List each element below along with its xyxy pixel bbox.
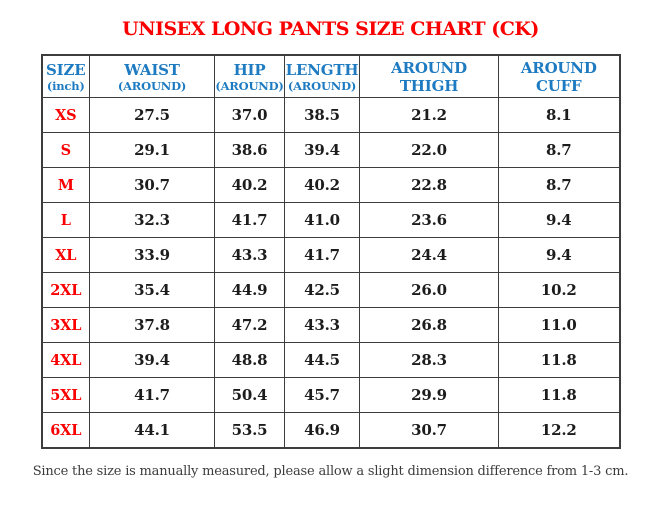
table-row: 4XL 39.4 48.8 44.5 28.3 11.8: [41, 342, 620, 378]
measurement-cell: 39.4: [89, 342, 215, 378]
measurement-cell: 41.7: [214, 202, 285, 238]
measurement-cell: 53.5: [214, 412, 285, 449]
measurement-cell: 32.3: [89, 202, 215, 238]
column-header-subtext: (inch): [46, 78, 85, 93]
column-header-around-cuff: AROUND CUFF: [498, 54, 620, 98]
measurement-cell: 50.4: [214, 377, 285, 413]
measurement-cell: 10.2: [498, 272, 620, 308]
measurement-cell: 43.3: [284, 307, 360, 343]
measurement-cell: 41.7: [89, 377, 215, 413]
measurement-cell: 22.8: [359, 167, 499, 203]
column-header-around-thigh: AROUND THIGH: [359, 54, 499, 98]
column-header-label: CUFF: [535, 76, 582, 95]
column-header-size: SIZE (inch): [41, 54, 90, 98]
measurement-cell: 44.1: [89, 412, 215, 449]
table-row: L 32.3 41.7 41.0 23.6 9.4: [41, 202, 620, 238]
measurement-cell: 37.8: [89, 307, 215, 343]
column-header-subtext: (AROUND): [215, 78, 284, 93]
size-label-cell: 6XL: [41, 412, 90, 449]
table-row: 2XL 35.4 44.9 42.5 26.0 10.2: [41, 272, 620, 308]
column-header-subtext: (AROUND): [117, 78, 187, 93]
measurement-cell: 12.2: [498, 412, 620, 449]
column-header-label: LENGTH: [285, 60, 359, 79]
measurement-cell: 9.4: [498, 202, 620, 238]
measurement-cell: 46.9: [284, 412, 360, 449]
measurement-cell: 8.1: [498, 97, 620, 133]
measurement-cell: 9.4: [498, 237, 620, 273]
measurement-cell: 39.4: [284, 132, 360, 168]
size-label-cell: M: [41, 167, 90, 203]
page-title: UNISEX LONG PANTS SIZE CHART (CK): [122, 18, 539, 40]
measurement-cell: 47.2: [214, 307, 285, 343]
column-header-hip: HIP (AROUND): [214, 54, 285, 98]
column-header-subtext: (AROUND): [287, 78, 357, 93]
header-row: SIZE (inch) WAIST (AROUND) HIP (AROUND) …: [41, 54, 620, 98]
measurement-cell: 41.7: [284, 237, 360, 273]
column-header-waist: WAIST (AROUND): [89, 54, 215, 98]
measurement-cell: 26.8: [359, 307, 499, 343]
size-chart-table: SIZE (inch) WAIST (AROUND) HIP (AROUND) …: [40, 54, 621, 449]
size-label-cell: 5XL: [41, 377, 90, 413]
table-body: XS 27.5 37.0 38.5 21.2 8.1 S 29.1 38.6 39.4 22.0 8.…: [41, 97, 620, 449]
measurement-cell: 11.8: [498, 342, 620, 378]
size-label-cell: S: [41, 132, 90, 168]
measurement-cell: 8.7: [498, 132, 620, 168]
column-header-label: SIZE: [46, 60, 86, 79]
measurement-cell: 26.0: [359, 272, 499, 308]
footnote: Since the size is manually measured, ple…: [32, 464, 629, 479]
measurement-cell: 40.2: [214, 167, 285, 203]
measurement-cell: 44.9: [214, 272, 285, 308]
measurement-cell: 35.4: [89, 272, 215, 308]
table-row: S 29.1 38.6 39.4 22.0 8.7: [41, 132, 620, 168]
size-label-cell: XL: [41, 237, 90, 273]
measurement-cell: 29.9: [359, 377, 499, 413]
table-row: 6XL 44.1 53.5 46.9 30.7 12.2: [41, 412, 620, 449]
measurement-cell: 33.9: [89, 237, 215, 273]
table-header: SIZE (inch) WAIST (AROUND) HIP (AROUND) …: [41, 54, 620, 98]
measurement-cell: 23.6: [359, 202, 499, 238]
table-row: 5XL 41.7 50.4 45.7 29.9 11.8: [41, 377, 620, 413]
column-header-label: AROUND: [520, 58, 597, 77]
measurement-cell: 24.4: [359, 237, 499, 273]
column-header-label: THIGH: [399, 76, 459, 95]
size-label-cell: 4XL: [41, 342, 90, 378]
measurement-cell: 48.8: [214, 342, 285, 378]
table-row: XL 33.9 43.3 41.7 24.4 9.4: [41, 237, 620, 273]
size-label-cell: 3XL: [41, 307, 90, 343]
measurement-cell: 28.3: [359, 342, 499, 378]
measurement-cell: 27.5: [89, 97, 215, 133]
measurement-cell: 11.0: [498, 307, 620, 343]
size-label-cell: L: [41, 202, 90, 238]
measurement-cell: 21.2: [359, 97, 499, 133]
column-header-length: LENGTH (AROUND): [284, 54, 360, 98]
measurement-cell: 29.1: [89, 132, 215, 168]
measurement-cell: 30.7: [89, 167, 215, 203]
column-header-label: AROUND: [391, 58, 467, 77]
measurement-cell: 41.0: [284, 202, 360, 238]
measurement-cell: 42.5: [284, 272, 360, 308]
table-row: M 30.7 40.2 40.2 22.8 8.7: [41, 167, 620, 203]
measurement-cell: 38.6: [214, 132, 285, 168]
size-label-cell: 2XL: [41, 272, 90, 308]
measurement-cell: 8.7: [498, 167, 620, 203]
measurement-cell: 43.3: [214, 237, 285, 273]
column-header-label: WAIST: [124, 60, 180, 79]
table-row: XS 27.5 37.0 38.5 21.2 8.1: [41, 97, 620, 133]
measurement-cell: 45.7: [284, 377, 360, 413]
measurement-cell: 11.8: [498, 377, 620, 413]
measurement-cell: 22.0: [359, 132, 499, 168]
measurement-cell: 38.5: [284, 97, 360, 133]
measurement-cell: 40.2: [284, 167, 360, 203]
column-header-label: HIP: [233, 60, 266, 79]
size-label-cell: XS: [41, 97, 90, 133]
table-row: 3XL 37.8 47.2 43.3 26.8 11.0: [41, 307, 620, 343]
measurement-cell: 37.0: [214, 97, 285, 133]
measurement-cell: 30.7: [359, 412, 499, 449]
measurement-cell: 44.5: [284, 342, 360, 378]
